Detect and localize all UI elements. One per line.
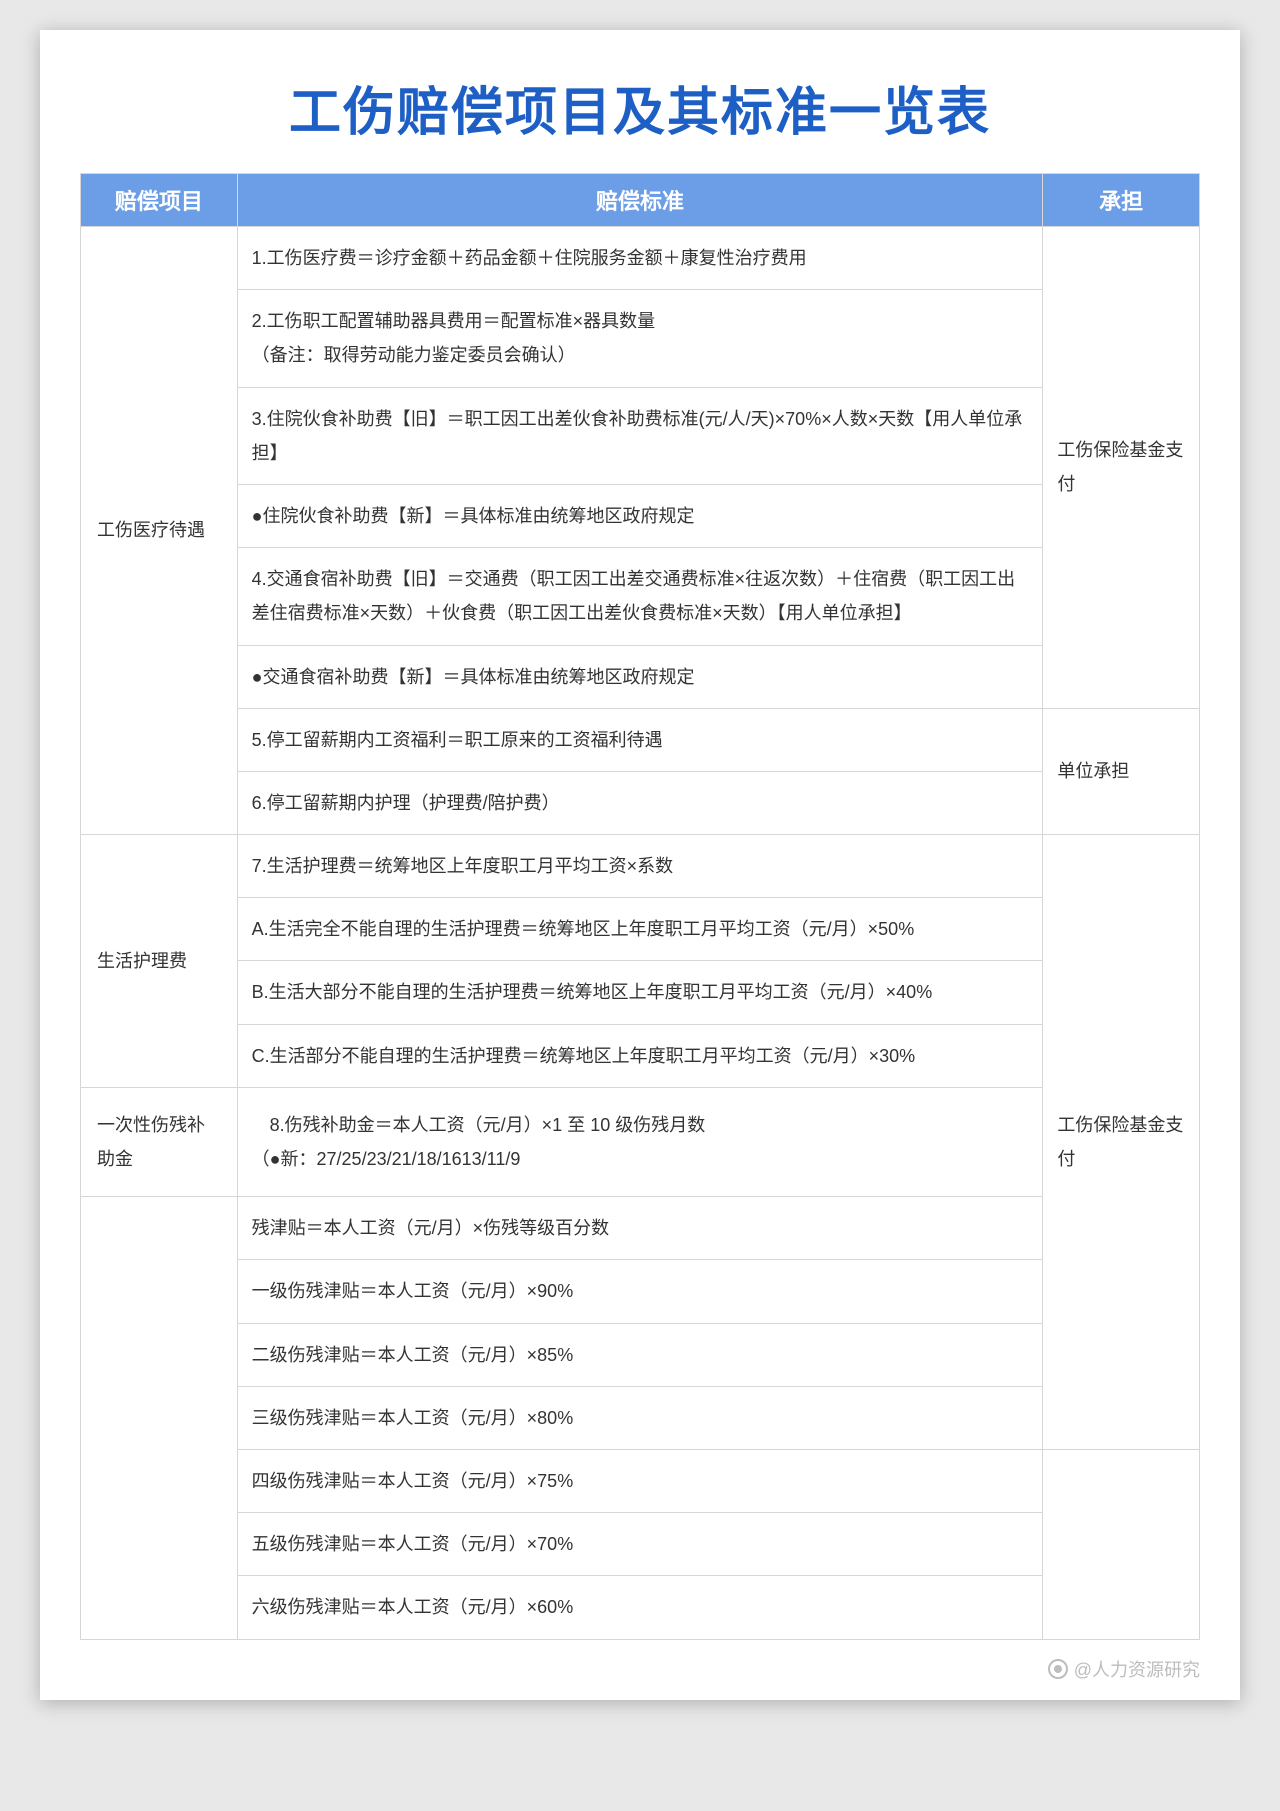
cell-standard: 四级伤残津贴＝本人工资（元/月）×75%	[237, 1449, 1043, 1512]
cell-standard: 残津贴＝本人工资（元/月）×伤残等级百分数	[237, 1197, 1043, 1260]
table-row: C.生活部分不能自理的生活护理费＝统筹地区上年度职工月平均工资（元/月）×30%	[81, 1024, 1200, 1087]
page-container: 工伤赔偿项目及其标准一览表 赔偿项目 赔偿标准 承担 工伤医疗待遇 1.工伤医疗…	[40, 30, 1240, 1700]
watermark: @人力资源研究	[1048, 1656, 1200, 1682]
col-header-bearer: 承担	[1043, 174, 1200, 227]
cell-standard: 6.停工留薪期内护理（护理费/陪护费）	[237, 771, 1043, 834]
table-row: 一级伤残津贴＝本人工资（元/月）×90%	[81, 1260, 1200, 1323]
cell-standard: 五级伤残津贴＝本人工资（元/月）×70%	[237, 1513, 1043, 1576]
page-title: 工伤赔偿项目及其标准一览表	[80, 70, 1200, 145]
category-lump: 一次性伤残补助金	[81, 1087, 238, 1196]
table-row: ●住院伙食补助费【新】＝具体标准由统筹地区政府规定	[81, 484, 1200, 547]
cell-standard: 2.工伤职工配置辅助器具费用＝配置标准×器具数量 （备注：取得劳动能力鉴定委员会…	[237, 290, 1043, 387]
table-row: 工伤医疗待遇 1.工伤医疗费＝诊疗金额＋药品金额＋住院服务金额＋康复性治疗费用 …	[81, 227, 1200, 290]
table-row: A.生活完全不能自理的生活护理费＝统筹地区上年度职工月平均工资（元/月）×50%	[81, 898, 1200, 961]
table-row: 二级伤残津贴＝本人工资（元/月）×85%	[81, 1323, 1200, 1386]
bearer-fund: 工伤保险基金支付	[1043, 227, 1200, 709]
cell-standard: 一级伤残津贴＝本人工资（元/月）×90%	[237, 1260, 1043, 1323]
cell-standard: C.生活部分不能自理的生活护理费＝统筹地区上年度职工月平均工资（元/月）×30%	[237, 1024, 1043, 1087]
cell-standard: ●住院伙食补助费【新】＝具体标准由统筹地区政府规定	[237, 484, 1043, 547]
cell-standard: 4.交通食宿补助费【旧】＝交通费（职工因工出差交通费标准×往返次数）＋住宿费（职…	[237, 548, 1043, 645]
cell-standard: 三级伤残津贴＝本人工资（元/月）×80%	[237, 1386, 1043, 1449]
category-nursing: 生活护理费	[81, 835, 238, 1088]
table-row: 5.停工留薪期内工资福利＝职工原来的工资福利待遇 单位承担	[81, 708, 1200, 771]
cell-standard: ●交通食宿补助费【新】＝具体标准由统筹地区政府规定	[237, 645, 1043, 708]
table-row: B.生活大部分不能自理的生活护理费＝统筹地区上年度职工月平均工资（元/月）×40…	[81, 961, 1200, 1024]
cell-standard: 3.住院伙食补助费【旧】＝职工因工出差伙食补助费标准(元/人/天)×70%×人数…	[237, 387, 1043, 484]
weibo-icon	[1048, 1659, 1068, 1679]
table-row: 6.停工留薪期内护理（护理费/陪护费）	[81, 771, 1200, 834]
cell-standard: A.生活完全不能自理的生活护理费＝统筹地区上年度职工月平均工资（元/月）×50%	[237, 898, 1043, 961]
table-row: 三级伤残津贴＝本人工资（元/月）×80%	[81, 1386, 1200, 1449]
bearer-employer: 单位承担	[1043, 708, 1200, 834]
cell-standard: B.生活大部分不能自理的生活护理费＝统筹地区上年度职工月平均工资（元/月）×40…	[237, 961, 1043, 1024]
table-row: 四级伤残津贴＝本人工资（元/月）×75%	[81, 1449, 1200, 1512]
cell-standard: 7.生活护理费＝统筹地区上年度职工月平均工资×系数	[237, 835, 1043, 898]
table-header-row: 赔偿项目 赔偿标准 承担	[81, 174, 1200, 227]
cell-standard: 5.停工留薪期内工资福利＝职工原来的工资福利待遇	[237, 708, 1043, 771]
table-row: 4.交通食宿补助费【旧】＝交通费（职工因工出差交通费标准×往返次数）＋住宿费（职…	[81, 548, 1200, 645]
cell-standard: 1.工伤医疗费＝诊疗金额＋药品金额＋住院服务金额＋康复性治疗费用	[237, 227, 1043, 290]
table-row: ●交通食宿补助费【新】＝具体标准由统筹地区政府规定	[81, 645, 1200, 708]
category-medical: 工伤医疗待遇	[81, 227, 238, 835]
compensation-table: 赔偿项目 赔偿标准 承担 工伤医疗待遇 1.工伤医疗费＝诊疗金额＋药品金额＋住院…	[80, 173, 1200, 1640]
col-header-item: 赔偿项目	[81, 174, 238, 227]
cell-standard: 二级伤残津贴＝本人工资（元/月）×85%	[237, 1323, 1043, 1386]
table-row: 残津贴＝本人工资（元/月）×伤残等级百分数	[81, 1197, 1200, 1260]
table-row: 2.工伤职工配置辅助器具费用＝配置标准×器具数量 （备注：取得劳动能力鉴定委员会…	[81, 290, 1200, 387]
table-row: 一次性伤残补助金 8.伤残补助金＝本人工资（元/月）×1 至 10 级伤残月数 …	[81, 1087, 1200, 1196]
bearer-empty	[1043, 1449, 1200, 1639]
table-row: 生活护理费 7.生活护理费＝统筹地区上年度职工月平均工资×系数 工伤保险基金支付	[81, 835, 1200, 898]
table-row: 3.住院伙食补助费【旧】＝职工因工出差伙食补助费标准(元/人/天)×70%×人数…	[81, 387, 1200, 484]
col-header-standard: 赔偿标准	[237, 174, 1043, 227]
bearer-fund-2: 工伤保险基金支付	[1043, 835, 1200, 1450]
table-row: 六级伤残津贴＝本人工资（元/月）×60%	[81, 1576, 1200, 1639]
cell-standard: 六级伤残津贴＝本人工资（元/月）×60%	[237, 1576, 1043, 1639]
watermark-text: @人力资源研究	[1074, 1656, 1200, 1682]
table-row: 五级伤残津贴＝本人工资（元/月）×70%	[81, 1513, 1200, 1576]
category-allowance	[81, 1197, 238, 1639]
cell-standard: 8.伤残补助金＝本人工资（元/月）×1 至 10 级伤残月数 （●新：27/25…	[237, 1087, 1043, 1196]
